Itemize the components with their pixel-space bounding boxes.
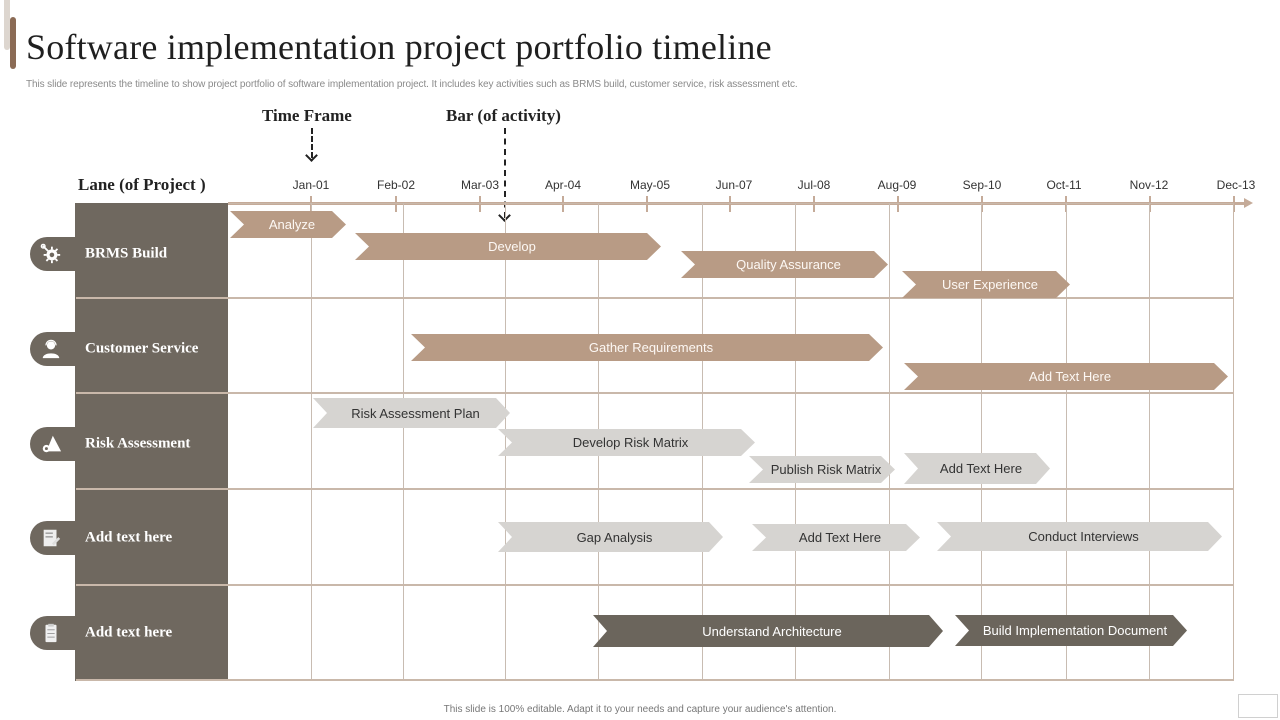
- grid-line: [1066, 203, 1067, 681]
- activity-bar[interactable]: Add Text Here: [904, 363, 1228, 390]
- activity-bar-label: Conduct Interviews: [1028, 529, 1139, 544]
- activity-bar-label: Add Text Here: [1028, 369, 1112, 384]
- axis-arrow-icon: [1244, 198, 1253, 208]
- tick-mark: [897, 196, 899, 212]
- tick-label: Mar-03: [460, 178, 500, 192]
- lane-divider: [76, 584, 1234, 586]
- activity-bar[interactable]: Add Text Here: [752, 524, 920, 551]
- activity-bar-label: Analyze: [268, 217, 316, 232]
- warning-gear-icon: [42, 435, 62, 453]
- tick-mark: [729, 196, 731, 212]
- activity-bar-label: Understand Architecture: [702, 623, 842, 639]
- activity-bar[interactable]: Risk Assessment Plan: [313, 398, 510, 428]
- time-frame-arrow-icon: [305, 149, 318, 162]
- activity-bar-label: Gather Requirements: [588, 340, 714, 355]
- activity-bar-label: Develop Risk Matrix: [572, 435, 689, 450]
- lane-divider: [76, 297, 1234, 299]
- lane-header: Lane (of Project ): [78, 175, 206, 194]
- gear-wrench-icon: [40, 243, 61, 264]
- time-frame-arrow-line: [311, 128, 313, 158]
- activity-bar-label: Build Implementation Document: [982, 623, 1168, 638]
- page-title: Software implementation project portfoli…: [26, 27, 772, 67]
- slide-number-box: [1238, 694, 1278, 718]
- tick-mark: [1233, 196, 1235, 212]
- lane-icon-tab-customer-service: [30, 332, 76, 366]
- clipboard-icon: [45, 623, 57, 643]
- tick-label: Jul-08: [797, 178, 831, 192]
- bar-of-activity-callout: Bar (of activity): [446, 106, 561, 125]
- tick-label: Nov-12: [1129, 178, 1169, 192]
- tick-mark: [395, 196, 397, 212]
- grid-line: [311, 203, 312, 681]
- document-edit-icon: [43, 529, 61, 547]
- tick-mark: [479, 196, 481, 212]
- activity-bar-label: Publish Risk Matrix: [770, 462, 882, 477]
- tick-label: Jan-01: [292, 178, 330, 192]
- activity-bar[interactable]: Understand Architecture: [593, 615, 943, 647]
- lane-divider: [76, 488, 1234, 490]
- activity-bar[interactable]: Quality Assurance: [681, 251, 888, 278]
- tick-label: Aug-09: [877, 178, 917, 192]
- footer-note: This slide is 100% editable. Adapt it to…: [443, 704, 837, 715]
- activity-bar-label: Develop: [488, 239, 536, 254]
- activity-bar[interactable]: User Experience: [902, 271, 1070, 298]
- activity-bar-label: Gap Analysis: [576, 529, 653, 545]
- lane-icon-tab-5: [30, 616, 76, 650]
- lane-icon-tab-4: [30, 521, 76, 555]
- tick-mark: [981, 196, 983, 212]
- activity-bar[interactable]: Develop Risk Matrix: [498, 429, 755, 456]
- activity-bar-label: Risk Assessment Plan: [351, 405, 480, 421]
- lane-label-5: Add text here: [85, 624, 173, 641]
- tick-label: Feb-02: [376, 178, 416, 192]
- page-subtitle: This slide represents the timeline to sh…: [26, 79, 798, 90]
- bar-arrow-line: [504, 128, 506, 218]
- accent-bar-light: [4, 0, 10, 50]
- grid-line: [795, 203, 796, 681]
- grid-line: [403, 203, 404, 681]
- grid-line: [1149, 203, 1150, 681]
- activity-bar[interactable]: Gap Analysis: [498, 522, 723, 552]
- lane-divider: [76, 679, 1234, 681]
- tick-mark: [562, 196, 564, 212]
- accent-bar-dark: [10, 17, 16, 69]
- tick-label: Sep-10: [962, 178, 1002, 192]
- activity-bar-label: Add Text Here: [798, 530, 882, 545]
- lane-column: [75, 203, 228, 681]
- tick-label: May-05: [629, 178, 671, 192]
- tick-mark: [1149, 196, 1151, 212]
- tick-label: Jun-07: [715, 178, 753, 192]
- lane-label-brms-build: BRMS Build: [85, 245, 168, 262]
- headset-user-icon: [42, 339, 60, 359]
- tick-mark: [646, 196, 648, 212]
- tick-label: Dec-13: [1216, 178, 1256, 192]
- tick-mark: [813, 196, 815, 212]
- lane-label-risk-assessment: Risk Assessment: [85, 435, 191, 452]
- lane-label-customer-service: Customer Service: [85, 340, 199, 357]
- lane-icon-tab-brms: [30, 237, 76, 271]
- activity-bar[interactable]: Gather Requirements: [411, 334, 883, 361]
- activity-bar[interactable]: Publish Risk Matrix: [749, 456, 895, 483]
- lane-divider: [76, 392, 1234, 394]
- tick-label: Apr-04: [544, 178, 582, 192]
- activity-bar[interactable]: Add Text Here: [904, 453, 1050, 484]
- tick-label: Oct-11: [1046, 178, 1082, 192]
- activity-bar-label: Quality Assurance: [736, 257, 841, 272]
- time-frame-callout: Time Frame: [262, 106, 352, 125]
- lane-label-4: Add text here: [85, 529, 173, 546]
- grid-line: [505, 203, 506, 681]
- lane-icon-tab-risk-assessment: [30, 427, 76, 461]
- grid-line: [981, 203, 982, 681]
- activity-bar[interactable]: Build Implementation Document: [955, 615, 1187, 646]
- activity-bar-label: User Experience: [941, 277, 1039, 292]
- activity-bar[interactable]: Conduct Interviews: [937, 522, 1222, 551]
- activity-bar-label: Add Text Here: [939, 461, 1023, 476]
- grid-line: [889, 203, 890, 681]
- activity-bar[interactable]: Develop: [355, 233, 661, 260]
- activity-bar[interactable]: Analyze: [230, 211, 346, 238]
